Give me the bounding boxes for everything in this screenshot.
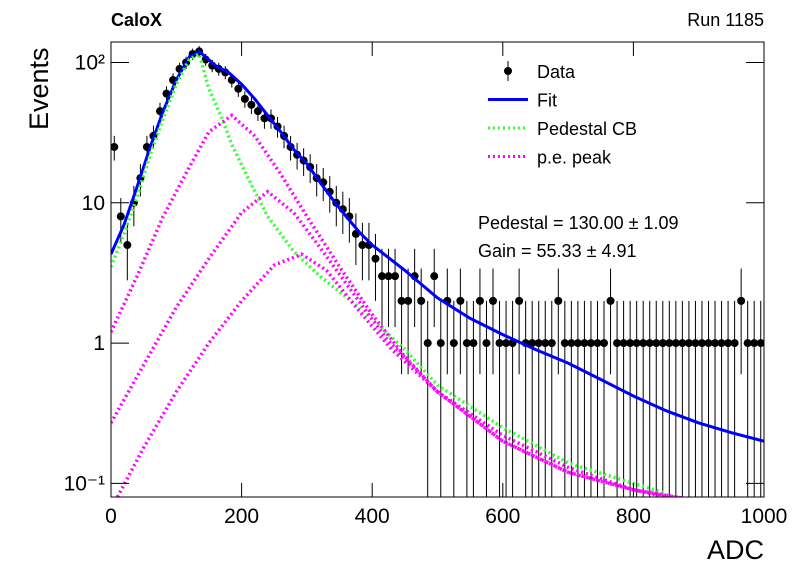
data-point bbox=[469, 339, 478, 348]
data-point bbox=[711, 339, 720, 348]
data-point bbox=[384, 272, 393, 281]
data-point bbox=[234, 84, 243, 93]
x-tick-label: 200 bbox=[224, 505, 259, 528]
y-tick-label: 10 bbox=[82, 192, 105, 215]
x-axis-label: ADC bbox=[707, 535, 764, 565]
data-point bbox=[665, 339, 674, 348]
y-tick-label: 10² bbox=[75, 52, 105, 75]
annotations: Pedestal = 130.00 ± 1.09 Gain = 55.33 ± 4… bbox=[478, 213, 679, 261]
data-point bbox=[462, 339, 471, 348]
data-point bbox=[449, 339, 458, 348]
data-point bbox=[423, 339, 432, 348]
data-point bbox=[358, 241, 367, 250]
x-tick-label: 600 bbox=[485, 505, 520, 528]
data-point bbox=[515, 296, 524, 305]
data-point bbox=[580, 339, 589, 348]
data-point bbox=[724, 339, 733, 348]
fit-result: Gain = 55.33 ± 4.91 bbox=[478, 241, 637, 261]
data-point bbox=[645, 339, 654, 348]
x-tick-label: 1000 bbox=[741, 505, 788, 528]
data-point bbox=[502, 339, 511, 348]
x-tick-label: 0 bbox=[105, 505, 117, 528]
data-point bbox=[560, 339, 569, 348]
legend-label: Fit bbox=[537, 91, 557, 111]
data-point bbox=[475, 296, 484, 305]
data-point bbox=[482, 339, 491, 348]
data-point bbox=[260, 114, 269, 123]
y-tick-label: 10⁻¹ bbox=[64, 472, 105, 495]
chart-title: CaloX bbox=[111, 10, 162, 30]
component-curve bbox=[115, 252, 667, 497]
data-point bbox=[111, 142, 119, 151]
data-point bbox=[684, 339, 693, 348]
data-point bbox=[528, 339, 537, 348]
data-point bbox=[671, 339, 680, 348]
data-point bbox=[547, 339, 556, 348]
data-point bbox=[626, 339, 635, 348]
data-point bbox=[658, 339, 667, 348]
data-point bbox=[704, 339, 713, 348]
legend-label: p.e. peak bbox=[537, 148, 612, 168]
data-point bbox=[717, 339, 726, 348]
frame bbox=[110, 41, 765, 498]
data-point bbox=[240, 94, 249, 103]
data-point bbox=[600, 339, 609, 348]
legend-label: Data bbox=[537, 62, 576, 82]
data-point bbox=[619, 339, 628, 348]
data-point bbox=[567, 339, 576, 348]
data-point bbox=[489, 296, 498, 305]
data-point bbox=[639, 339, 648, 348]
plot-area bbox=[111, 46, 764, 497]
y-axis-label: Events bbox=[24, 47, 54, 130]
data-point bbox=[606, 296, 615, 305]
run-label: Run 1185 bbox=[687, 10, 764, 30]
data-point bbox=[737, 296, 746, 305]
fit-result: Pedestal = 130.00 ± 1.09 bbox=[478, 213, 679, 233]
data-point bbox=[430, 272, 439, 281]
data-point bbox=[123, 241, 132, 250]
data-point bbox=[377, 272, 386, 281]
data-point bbox=[541, 339, 550, 348]
data-point bbox=[456, 296, 465, 305]
data-point bbox=[534, 339, 543, 348]
data-point bbox=[247, 100, 256, 109]
legend: Data Fit Pedestal CB p.e. peak bbox=[488, 61, 637, 168]
data-point bbox=[613, 339, 622, 348]
y-tick-label: 1 bbox=[93, 332, 105, 355]
x-tick-label: 800 bbox=[616, 505, 651, 528]
data-point bbox=[404, 296, 413, 305]
data-point bbox=[495, 339, 504, 348]
legend-label: Pedestal CB bbox=[537, 119, 637, 139]
legend-marker bbox=[504, 67, 512, 75]
data-point bbox=[691, 339, 700, 348]
axes: 0 200 400 600 800 1000 10⁻¹ 1 10 10² bbox=[64, 42, 788, 528]
data-point bbox=[697, 339, 706, 348]
data-point bbox=[573, 339, 582, 348]
data-point bbox=[371, 254, 380, 263]
data-point bbox=[632, 339, 641, 348]
data-point bbox=[436, 339, 445, 348]
data-point bbox=[397, 296, 406, 305]
data-point bbox=[593, 339, 602, 348]
data-point bbox=[730, 339, 739, 348]
data-point bbox=[116, 212, 125, 221]
data-point bbox=[678, 339, 687, 348]
data-point bbox=[652, 339, 661, 348]
data-point bbox=[586, 339, 595, 348]
data-point bbox=[253, 107, 262, 116]
data-point bbox=[554, 296, 563, 305]
data-point bbox=[391, 272, 400, 281]
x-tick-label: 400 bbox=[355, 505, 390, 528]
data-point bbox=[417, 296, 426, 305]
